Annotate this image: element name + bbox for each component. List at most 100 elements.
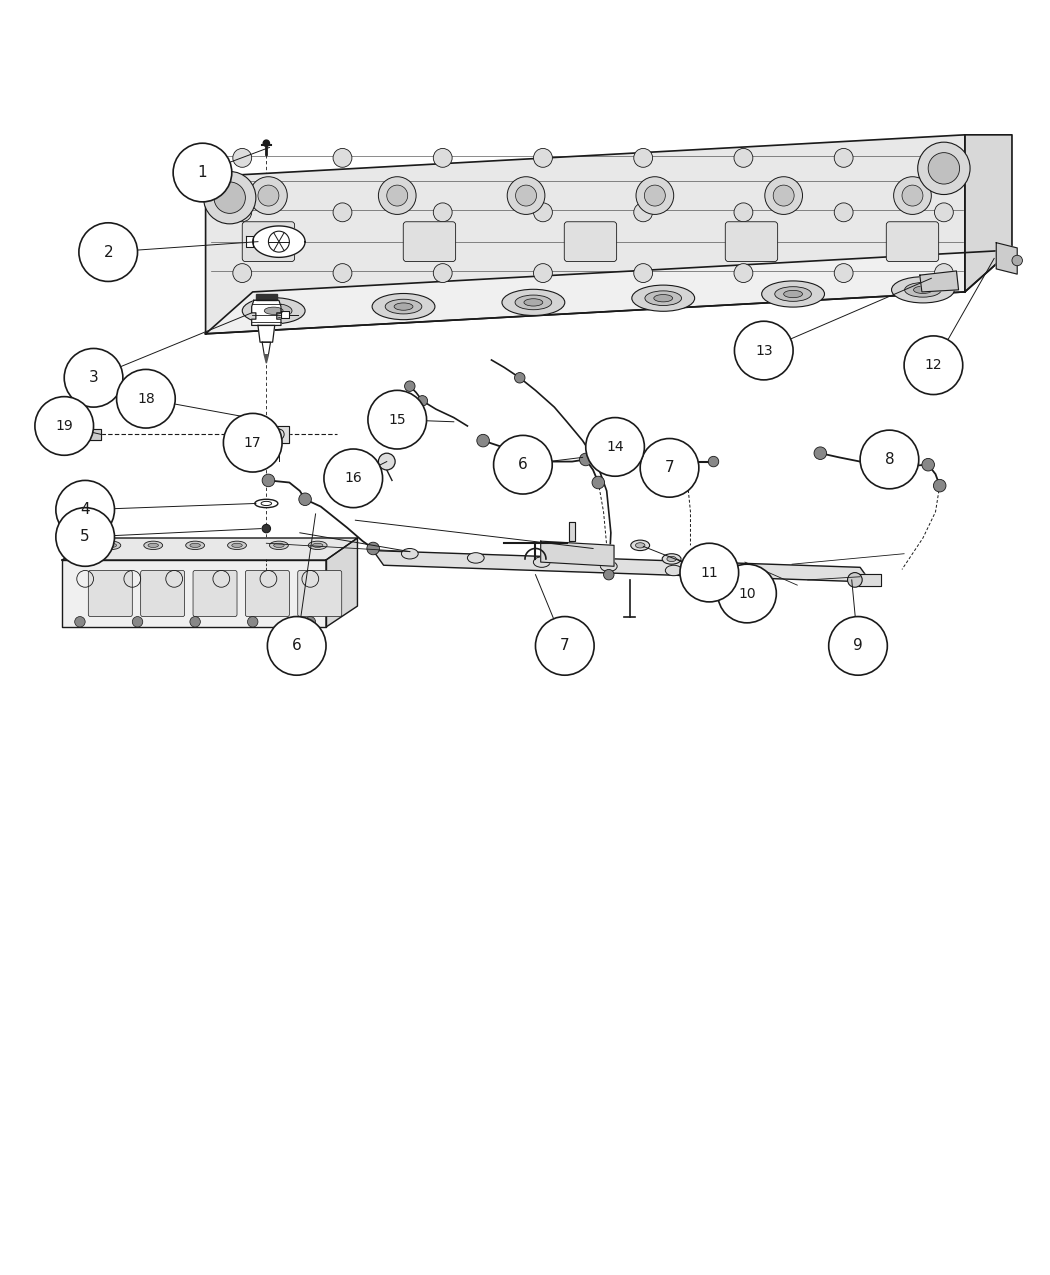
- Ellipse shape: [265, 307, 284, 315]
- Circle shape: [324, 449, 382, 507]
- Circle shape: [734, 148, 753, 167]
- Circle shape: [645, 185, 666, 207]
- Polygon shape: [252, 301, 281, 325]
- Circle shape: [434, 264, 453, 283]
- Text: 7: 7: [665, 460, 674, 476]
- Ellipse shape: [372, 293, 435, 320]
- Text: 18: 18: [138, 391, 154, 405]
- Ellipse shape: [106, 543, 117, 547]
- Polygon shape: [206, 135, 965, 334]
- Text: 1: 1: [197, 164, 207, 180]
- Circle shape: [434, 203, 453, 222]
- Ellipse shape: [401, 548, 418, 558]
- Circle shape: [847, 572, 862, 588]
- Circle shape: [173, 143, 232, 201]
- Ellipse shape: [313, 543, 323, 547]
- Text: 12: 12: [925, 358, 942, 372]
- Circle shape: [79, 223, 138, 282]
- Ellipse shape: [731, 570, 748, 580]
- Ellipse shape: [102, 541, 121, 550]
- Ellipse shape: [270, 541, 289, 550]
- FancyBboxPatch shape: [726, 222, 778, 261]
- Circle shape: [734, 264, 753, 283]
- Text: 19: 19: [56, 419, 74, 434]
- Circle shape: [56, 481, 114, 539]
- Text: 9: 9: [854, 639, 863, 653]
- Text: 6: 6: [292, 639, 301, 653]
- Ellipse shape: [467, 552, 484, 564]
- Circle shape: [533, 203, 552, 222]
- Text: 5: 5: [81, 529, 90, 544]
- Circle shape: [233, 203, 252, 222]
- Circle shape: [1012, 255, 1023, 265]
- Circle shape: [902, 185, 923, 207]
- Circle shape: [814, 448, 826, 459]
- Text: 8: 8: [884, 451, 895, 467]
- Text: 13: 13: [755, 343, 773, 357]
- Circle shape: [680, 543, 738, 602]
- Ellipse shape: [524, 298, 543, 306]
- Circle shape: [507, 177, 545, 214]
- Text: 17: 17: [244, 436, 261, 450]
- Circle shape: [366, 542, 379, 555]
- Circle shape: [262, 474, 275, 487]
- Circle shape: [634, 203, 653, 222]
- Ellipse shape: [601, 561, 617, 571]
- Polygon shape: [75, 430, 101, 440]
- Circle shape: [262, 524, 271, 533]
- Circle shape: [264, 140, 270, 147]
- Ellipse shape: [274, 543, 285, 547]
- Circle shape: [764, 177, 802, 214]
- Circle shape: [333, 148, 352, 167]
- Circle shape: [922, 459, 934, 470]
- Ellipse shape: [891, 277, 954, 303]
- Circle shape: [640, 439, 699, 497]
- Ellipse shape: [775, 287, 812, 301]
- Polygon shape: [281, 311, 290, 317]
- Ellipse shape: [533, 557, 550, 567]
- Circle shape: [494, 435, 552, 493]
- Polygon shape: [327, 538, 357, 627]
- FancyBboxPatch shape: [141, 570, 185, 617]
- Circle shape: [417, 395, 427, 405]
- Polygon shape: [920, 272, 959, 292]
- Ellipse shape: [632, 286, 695, 311]
- Ellipse shape: [385, 300, 422, 314]
- Ellipse shape: [190, 543, 201, 547]
- Polygon shape: [258, 325, 275, 342]
- Ellipse shape: [516, 295, 551, 310]
- Polygon shape: [855, 574, 881, 586]
- FancyBboxPatch shape: [243, 222, 295, 261]
- Polygon shape: [373, 551, 870, 581]
- Circle shape: [828, 617, 887, 676]
- Ellipse shape: [666, 565, 683, 576]
- Polygon shape: [265, 354, 269, 363]
- Circle shape: [580, 453, 592, 465]
- Ellipse shape: [761, 280, 824, 307]
- Text: 10: 10: [738, 586, 756, 601]
- Circle shape: [592, 477, 605, 488]
- Polygon shape: [62, 538, 357, 560]
- Circle shape: [117, 370, 175, 428]
- Circle shape: [233, 264, 252, 283]
- Ellipse shape: [255, 500, 278, 507]
- Text: 6: 6: [518, 458, 528, 472]
- Circle shape: [709, 456, 719, 467]
- Ellipse shape: [783, 291, 802, 297]
- Ellipse shape: [645, 291, 681, 306]
- FancyBboxPatch shape: [886, 222, 939, 261]
- Circle shape: [250, 177, 288, 214]
- Ellipse shape: [654, 295, 673, 302]
- Circle shape: [132, 617, 143, 627]
- Circle shape: [333, 264, 352, 283]
- Polygon shape: [247, 236, 253, 247]
- Polygon shape: [996, 242, 1017, 274]
- Polygon shape: [541, 541, 614, 566]
- Circle shape: [894, 177, 931, 214]
- Circle shape: [835, 203, 853, 222]
- FancyBboxPatch shape: [88, 570, 132, 617]
- Circle shape: [636, 177, 674, 214]
- Circle shape: [634, 264, 653, 283]
- Circle shape: [934, 203, 953, 222]
- Circle shape: [477, 435, 489, 448]
